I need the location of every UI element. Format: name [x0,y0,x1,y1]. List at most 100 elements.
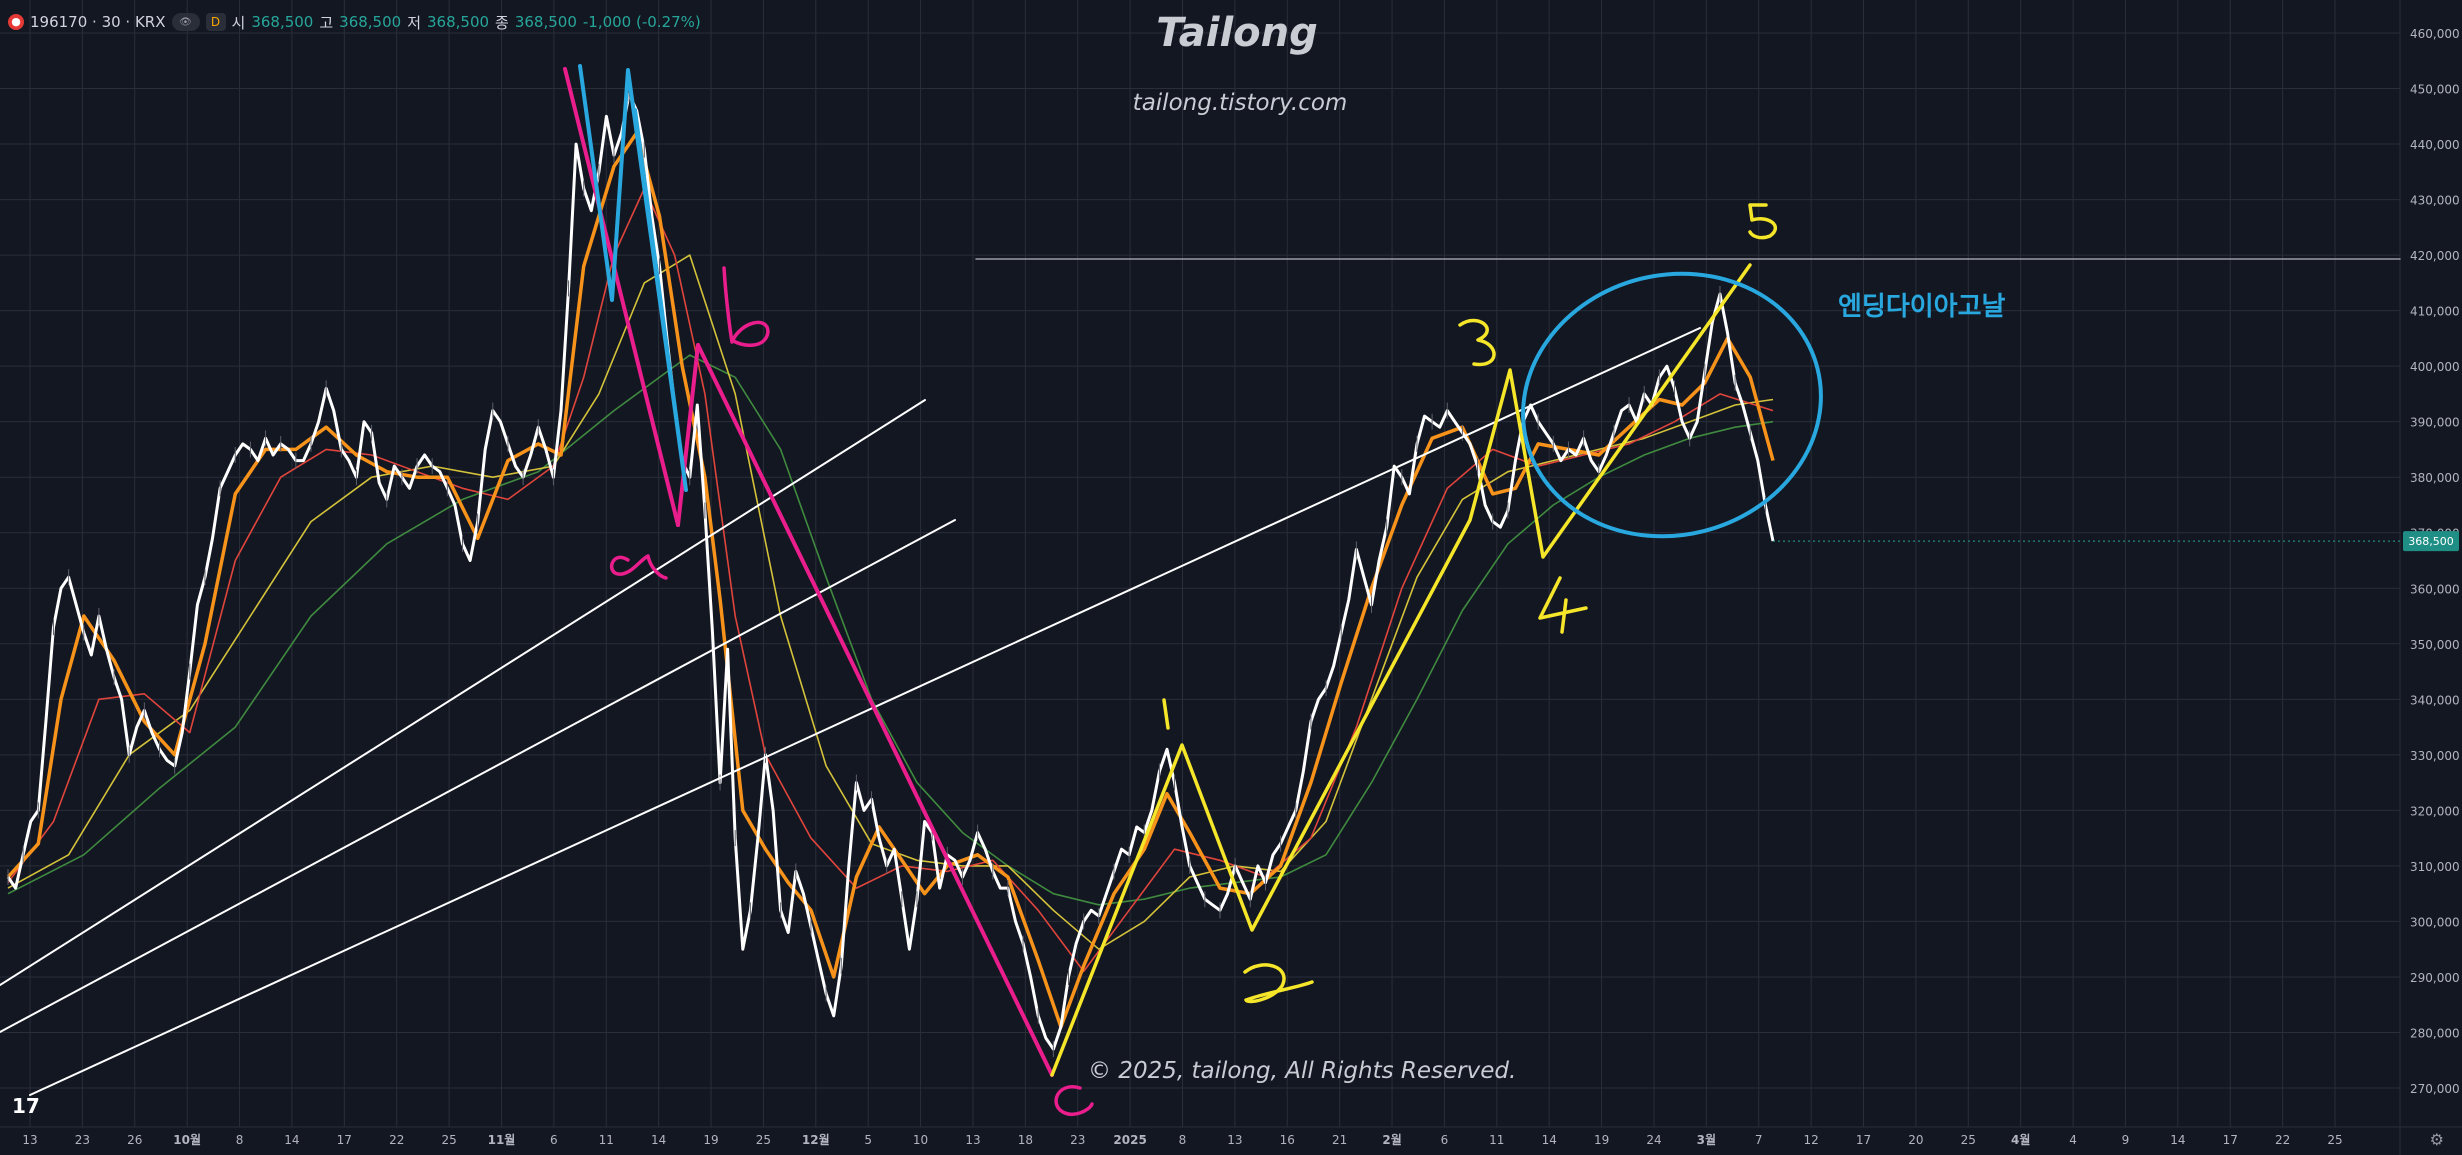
watermark-url: tailong.tistory.com [1132,90,1348,116]
y-tick-label: 350,000 [2410,638,2460,652]
y-tick-label: 440,000 [2410,138,2460,152]
magenta-wave-c[interactable] [696,343,1054,1077]
y-tick-label: 450,000 [2410,83,2460,97]
y-tick-label: 330,000 [2410,749,2460,763]
x-tick-label: 12월 [802,1132,830,1147]
x-tick-label: 23 [1070,1133,1085,1147]
x-tick-label: 19 [1594,1133,1609,1147]
daily-badge[interactable]: D [205,13,226,31]
x-tick-label: 25 [2327,1133,2342,1147]
symbol-legend: ● 196170 · 30 · KRX 👁 D 시 368,500 고 368,50… [8,10,701,34]
y-tick-label: 340,000 [2410,693,2460,707]
x-tick-label: 25 [756,1133,771,1147]
x-tick-label: 12 [1803,1133,1818,1147]
y-tick-label: 380,000 [2410,471,2460,485]
x-tick-label: 17 [1856,1133,1871,1147]
y-tick-label: 320,000 [2410,804,2460,818]
x-tick-label: 5 [864,1133,872,1147]
x-tick-label: 3월 [1697,1132,1716,1147]
close-key: 종 [495,13,509,32]
label-4-mark [1538,576,1588,634]
watermark-title: Tailong [1156,10,1318,56]
y-tick-label: 410,000 [2410,305,2460,319]
x-tick-label: 19 [703,1133,718,1147]
last-price-label: 368,500 [2408,535,2454,548]
symbol-logo-icon: ● [8,14,24,30]
x-tick-label: 4월 [2011,1132,2030,1147]
close-value: 368,500 [514,13,577,31]
series-ma_red [7,187,1774,973]
label-5-mark [1748,203,1778,240]
high-key: 고 [319,13,334,32]
x-tick-label: 2월 [1382,1132,1401,1147]
yellow-impulse-wave[interactable] [1050,263,1752,1077]
x-tick-label: 10월 [173,1132,201,1147]
y-tick-label: 390,000 [2410,416,2460,430]
series-ma_orange [6,131,1775,1029]
low-key: 저 [407,13,421,32]
y-tick-label: 430,000 [2410,194,2460,208]
trend-drawings[interactable]: 엔딩다이아고날 [0,64,2401,1116]
x-tick-label: 24 [1646,1133,1661,1147]
high-value: 368,500 [339,13,402,31]
x-tick-label: 14 [2170,1133,2185,1147]
white-trendline-3[interactable] [29,327,1701,1096]
x-tick-label: 21 [1332,1133,1347,1147]
x-tick-label: 2025 [1113,1133,1146,1147]
low-value: 368,500 [427,13,490,31]
label-1-mark [1162,698,1170,730]
open-value: 368,500 [251,13,314,31]
visibility-eye-icon[interactable]: 👁 [171,13,200,31]
x-tick-label: 8 [236,1133,244,1147]
x-tick-label: 17 [2223,1133,2238,1147]
x-tick-label: 22 [389,1133,404,1147]
x-tick-label: 14 [1542,1133,1557,1147]
settings-gear-icon[interactable]: ⚙ [2429,1130,2444,1149]
x-tick-label: 10 [913,1133,928,1147]
label-3-mark [1458,318,1496,367]
series-ma_yellow [7,254,1774,950]
x-tick-label: 23 [75,1133,90,1147]
last-price-tag [2403,531,2459,552]
y-tick-label: 310,000 [2410,860,2460,874]
x-tick-label: 6 [1441,1133,1449,1147]
label-2-mark [1243,963,1314,1004]
x-tick-label: 20 [1908,1133,1923,1147]
series-ma_green [7,354,1774,906]
y-tick-label: 300,000 [2410,915,2460,929]
label-a-mark [609,554,668,580]
x-tick-label: 7 [1755,1133,1763,1147]
white-trendline-2[interactable] [0,519,956,1033]
y-tick-label: 290,000 [2410,971,2460,985]
chart-series [6,86,1775,1058]
symbol-name[interactable]: 196170 · 30 · KRX [30,13,166,31]
y-tick-label: 360,000 [2410,582,2460,596]
x-tick-label: 13 [965,1133,980,1147]
magenta-wave-b[interactable] [676,343,700,527]
last-price-marker: 368,500 [1772,531,2459,552]
magenta-wave-a[interactable] [563,67,680,527]
x-tick-label: 18 [1018,1133,1033,1147]
chart-grid [0,0,2400,1127]
y-tick-label: 280,000 [2410,1026,2460,1040]
x-tick-label: 14 [651,1133,666,1147]
open-key: 시 [231,13,246,32]
tradingview-logo-icon[interactable]: 17 [12,1094,40,1118]
y-tick-label: 400,000 [2410,360,2460,374]
label-b-mark [722,266,770,347]
x-tick-label: 25 [1961,1133,1976,1147]
series-price [6,92,1775,1051]
x-tick-label: 13 [22,1133,37,1147]
change-value: -1,000 (-0.27%) [582,13,701,31]
x-tick-label: 14 [284,1133,299,1147]
y-tick-label: 460,000 [2410,27,2460,41]
x-tick-label: 11 [599,1133,614,1147]
y-tick-label: 420,000 [2410,249,2460,263]
blue-wave-lines[interactable] [578,64,688,492]
ending-diagonal-ellipse[interactable] [1495,243,1849,568]
x-tick-label: 13 [1227,1133,1242,1147]
y-tick-label: 270,000 [2410,1082,2460,1096]
